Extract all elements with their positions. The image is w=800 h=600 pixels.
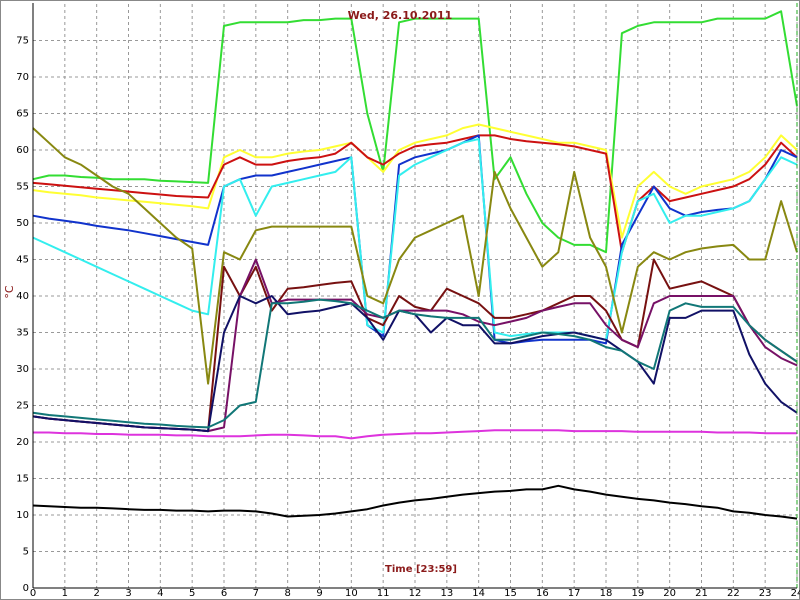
x-tick-label: 15 xyxy=(504,588,517,599)
y-tick-label: 15 xyxy=(16,474,29,485)
x-tick-label: 2 xyxy=(93,588,99,599)
y-tick-label: 0 xyxy=(23,583,29,594)
x-tick-label: 9 xyxy=(316,588,322,599)
series-line xyxy=(32,134,798,345)
x-tick-label: 24 xyxy=(791,588,800,599)
y-tick-label: 55 xyxy=(16,182,29,193)
y-tick-label: 20 xyxy=(16,437,29,448)
y-tick-label: 75 xyxy=(16,36,29,47)
lines xyxy=(32,10,798,520)
x-tick-label: 23 xyxy=(759,588,772,599)
x-tick-label: 0 xyxy=(30,588,36,599)
y-tick-label: 40 xyxy=(16,291,29,302)
x-tick-label: 6 xyxy=(221,588,227,599)
x-tick-label: 18 xyxy=(600,588,613,599)
x-tick-label: 20 xyxy=(663,588,676,599)
x-tick-label: 12 xyxy=(409,588,422,599)
x-tick-label: 1 xyxy=(62,588,68,599)
series-line xyxy=(32,127,798,385)
chart-title: Wed, 26.10.2011 xyxy=(348,9,453,22)
series-line xyxy=(32,298,798,429)
x-tick-label: 8 xyxy=(284,588,290,599)
x-axis-label: Time [23:59] xyxy=(385,564,457,575)
x-tick-label: 14 xyxy=(472,588,485,599)
y-tick-label: 25 xyxy=(16,401,29,412)
x-tick-label: 13 xyxy=(440,588,453,599)
series-line xyxy=(33,429,797,440)
y-tick-label: 65 xyxy=(16,109,29,120)
x-tick-label: 11 xyxy=(377,588,390,599)
y-tick-label: 50 xyxy=(16,218,29,229)
x-tick-label: 5 xyxy=(189,588,195,599)
series-line xyxy=(32,484,798,520)
y-tick-label: 30 xyxy=(16,364,29,375)
series-line xyxy=(32,123,798,239)
x-tick-label: 22 xyxy=(727,588,740,599)
series-line xyxy=(32,134,798,254)
x-tick-label: 16 xyxy=(536,588,549,599)
y-tick-label: 45 xyxy=(16,255,29,266)
y-axis-label: °C xyxy=(3,285,16,299)
x-tick-label: 21 xyxy=(695,588,708,599)
x-tick-label: 19 xyxy=(631,588,644,599)
y-tick-label: 35 xyxy=(16,328,29,339)
x-tick-label: 7 xyxy=(253,588,259,599)
y-tick-label: 5 xyxy=(23,547,29,558)
y-tick-label: 60 xyxy=(16,145,29,156)
x-tick-label: 10 xyxy=(345,588,358,599)
x-tick-label: 4 xyxy=(157,588,163,599)
x-tick-label: 17 xyxy=(568,588,581,599)
x-tick-label: 3 xyxy=(125,588,131,599)
series-line xyxy=(32,10,798,254)
y-tick-label: 10 xyxy=(16,510,29,521)
y-tick-label: 70 xyxy=(16,72,29,83)
series-line xyxy=(32,138,798,341)
